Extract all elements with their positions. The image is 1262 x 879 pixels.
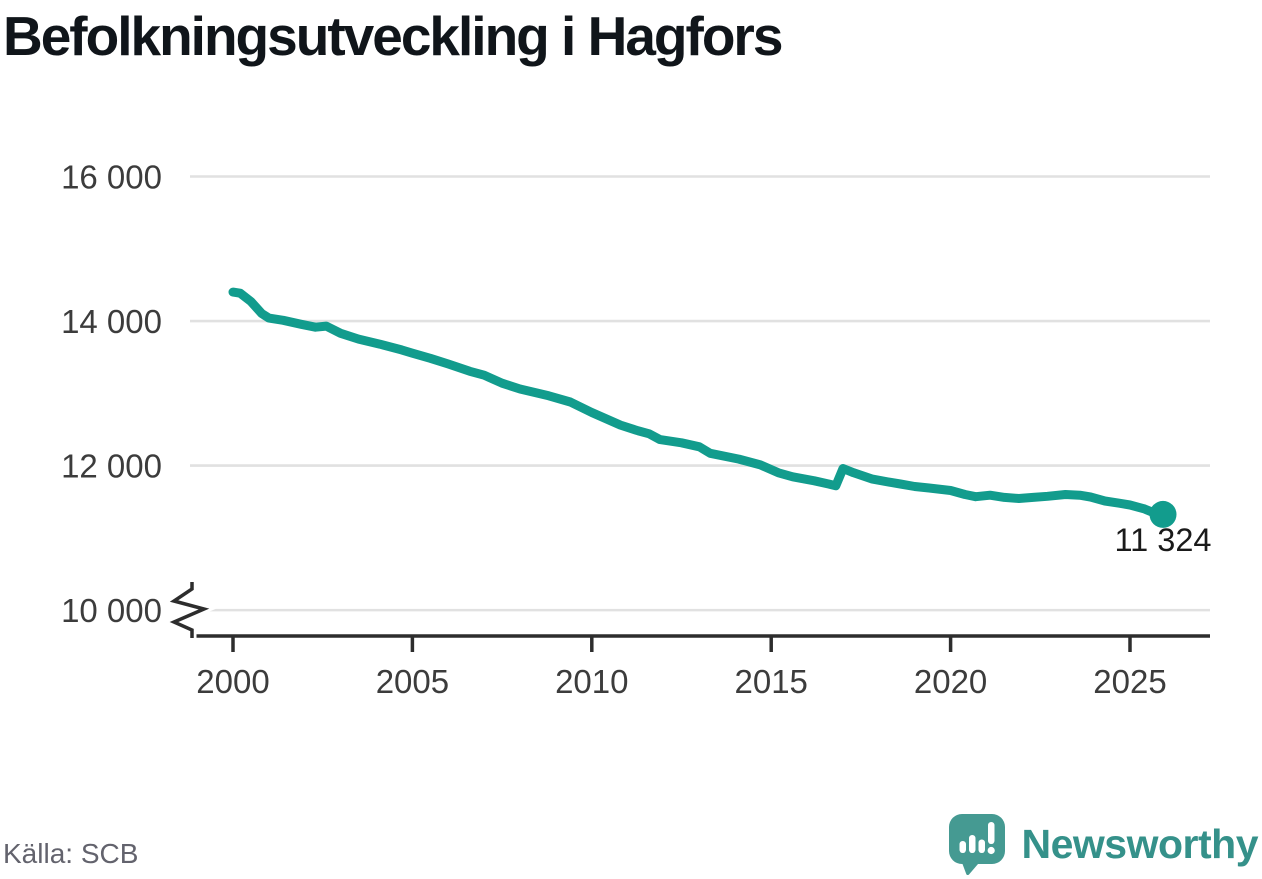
x-tick-label: 2010 <box>555 663 628 700</box>
newsworthy-logo-text: Newsworthy <box>1021 821 1259 867</box>
newsworthy-logo: Newsworthy <box>948 813 1259 875</box>
population-line <box>228 287 1168 519</box>
source-note: Källa: SCB <box>3 838 139 869</box>
end-point-dot <box>1149 500 1177 528</box>
y-tick-label: 16 000 <box>61 159 162 196</box>
y-tick-label: 14 000 <box>61 303 162 340</box>
end-value-label: 11 324 <box>1115 522 1212 558</box>
x-tick-label: 2025 <box>1093 663 1166 700</box>
x-tick-label: 2020 <box>914 663 987 700</box>
axis-break-zigzag <box>169 582 210 638</box>
page-title: Befolkningsutveckling i Hagfors <box>3 5 783 67</box>
y-tick-label: 12 000 <box>61 448 162 485</box>
x-tick-label: 2015 <box>734 663 807 700</box>
y-tick-label: 10 000 <box>61 592 162 629</box>
newsworthy-speech-bubble-chart-icon <box>948 814 1005 875</box>
x-tick-label: 2000 <box>196 663 269 700</box>
x-tick-label: 2005 <box>376 663 449 700</box>
